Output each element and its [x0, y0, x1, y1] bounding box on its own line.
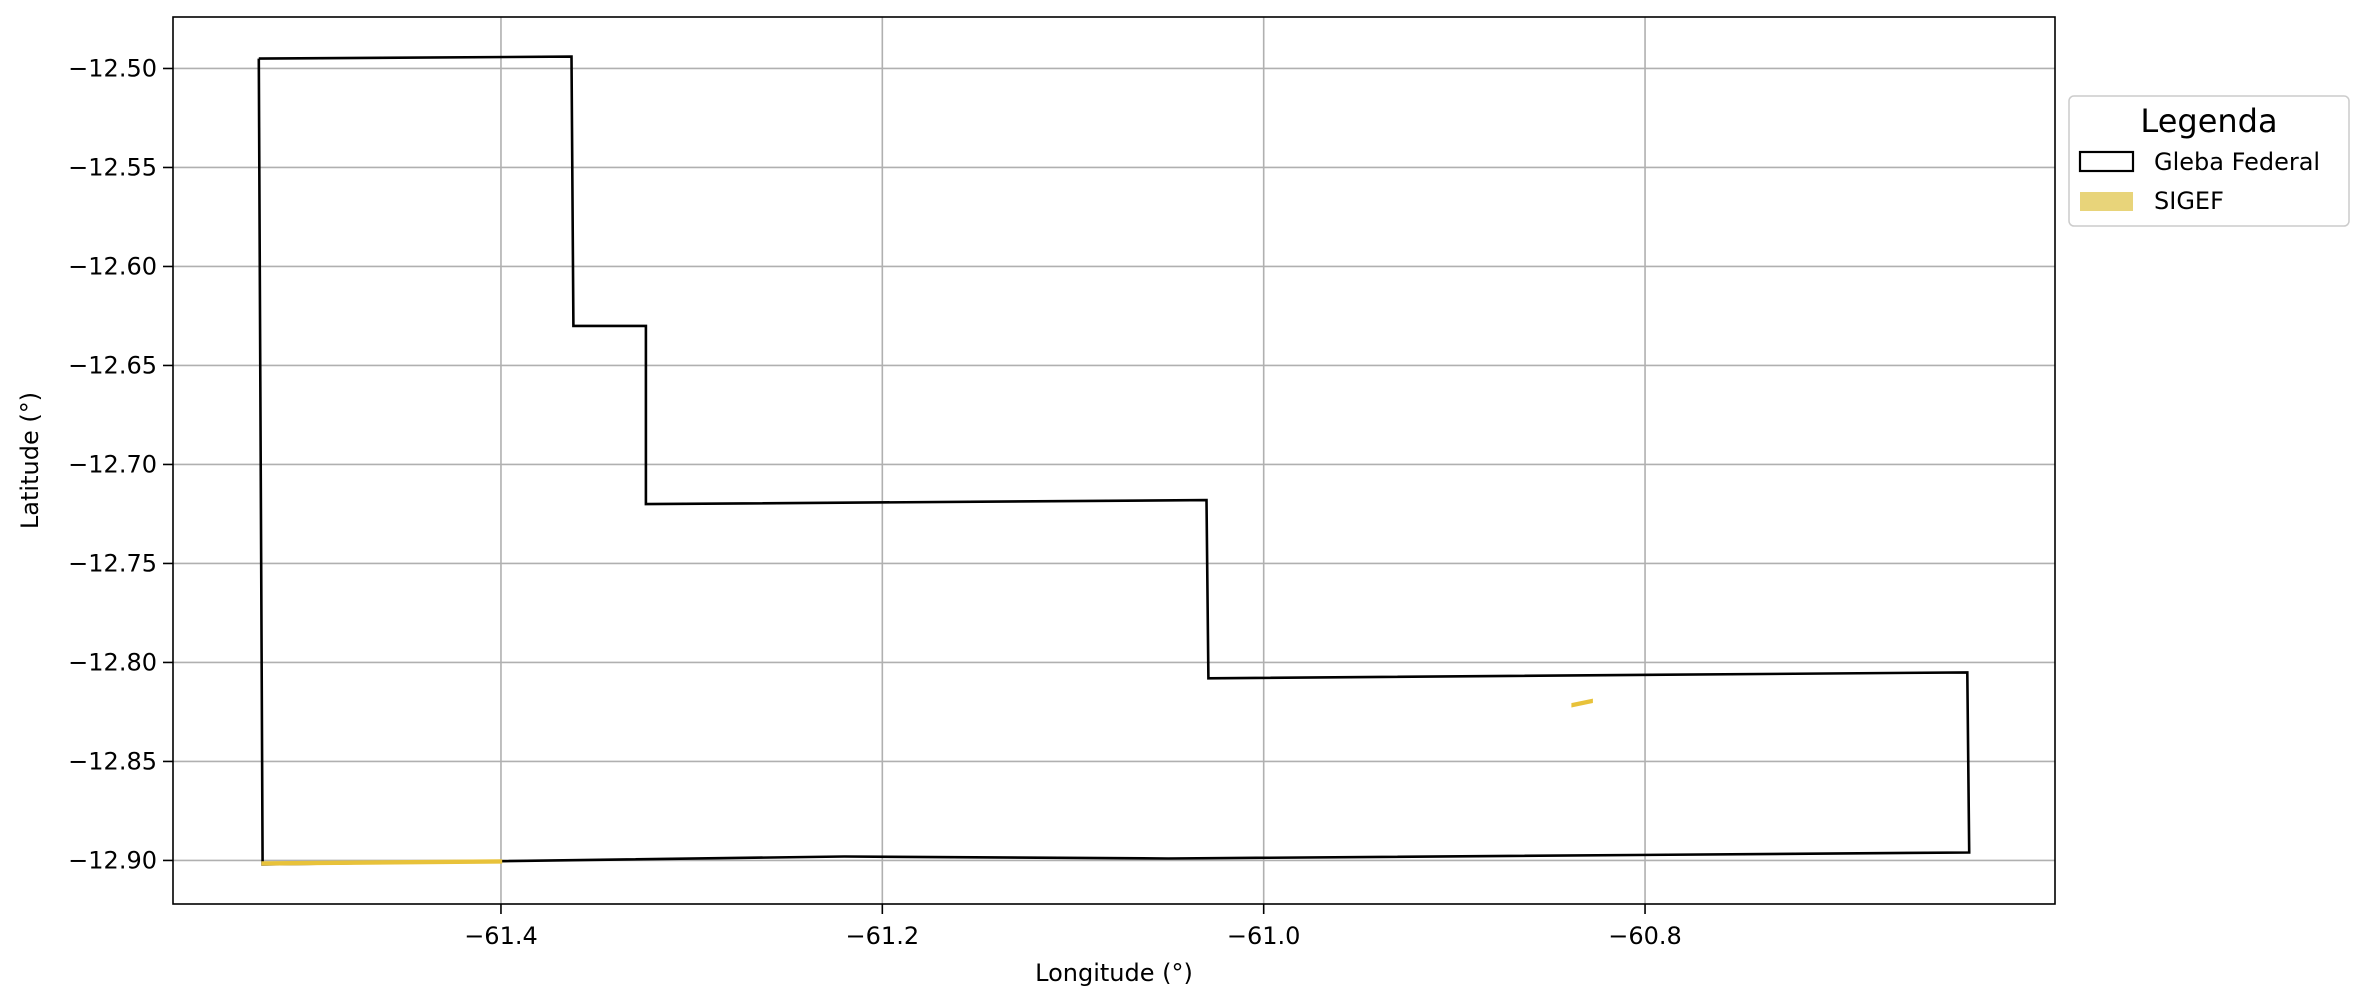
- y-tick-label: −12.50: [68, 54, 157, 82]
- y-tick-label: −12.85: [68, 747, 157, 775]
- axis-ticks: −61.4 −61.2 −61.0 −60.8 −12.50 −12.55 −12.60 −1…: [68, 54, 1682, 950]
- x-tick-label: −61.0: [1227, 922, 1301, 950]
- map-data: [257, 55, 1971, 866]
- sigef-parcel: [1571, 698, 1593, 708]
- x-tick-label: −60.8: [1608, 922, 1682, 950]
- axes-frame: [172, 16, 2056, 905]
- grid-lines: [173, 17, 2055, 904]
- legend-label-gleba-federal: Gleba Federal: [2154, 148, 2320, 176]
- x-tick-label: −61.2: [846, 922, 920, 950]
- x-tick-label: −61.4: [464, 922, 538, 950]
- y-axis-label: Latitude (°): [16, 392, 44, 529]
- legend-label-sigef: SIGEF: [2154, 187, 2224, 215]
- y-tick-label: −12.60: [68, 252, 157, 280]
- legend: Legenda Gleba Federal SIGEF: [2068, 95, 2350, 227]
- gleba-federal-boundary: [257, 55, 1971, 866]
- sigef-parcel: [261, 859, 503, 866]
- y-tick-label: −12.80: [68, 648, 157, 676]
- y-tick-label: −12.65: [68, 351, 157, 379]
- x-axis-label: Longitude (°): [1035, 959, 1193, 987]
- legend-swatch-sigef: [2080, 192, 2133, 211]
- legend-swatch-gleba-federal: [2078, 150, 2135, 173]
- y-tick-label: −12.70: [68, 450, 157, 478]
- legend-box: [2068, 95, 2350, 227]
- y-tick-label: −12.55: [68, 153, 157, 181]
- y-tick-label: −12.75: [68, 549, 157, 577]
- legend-title: Legenda: [2140, 102, 2277, 140]
- y-tick-label: −12.90: [68, 846, 157, 874]
